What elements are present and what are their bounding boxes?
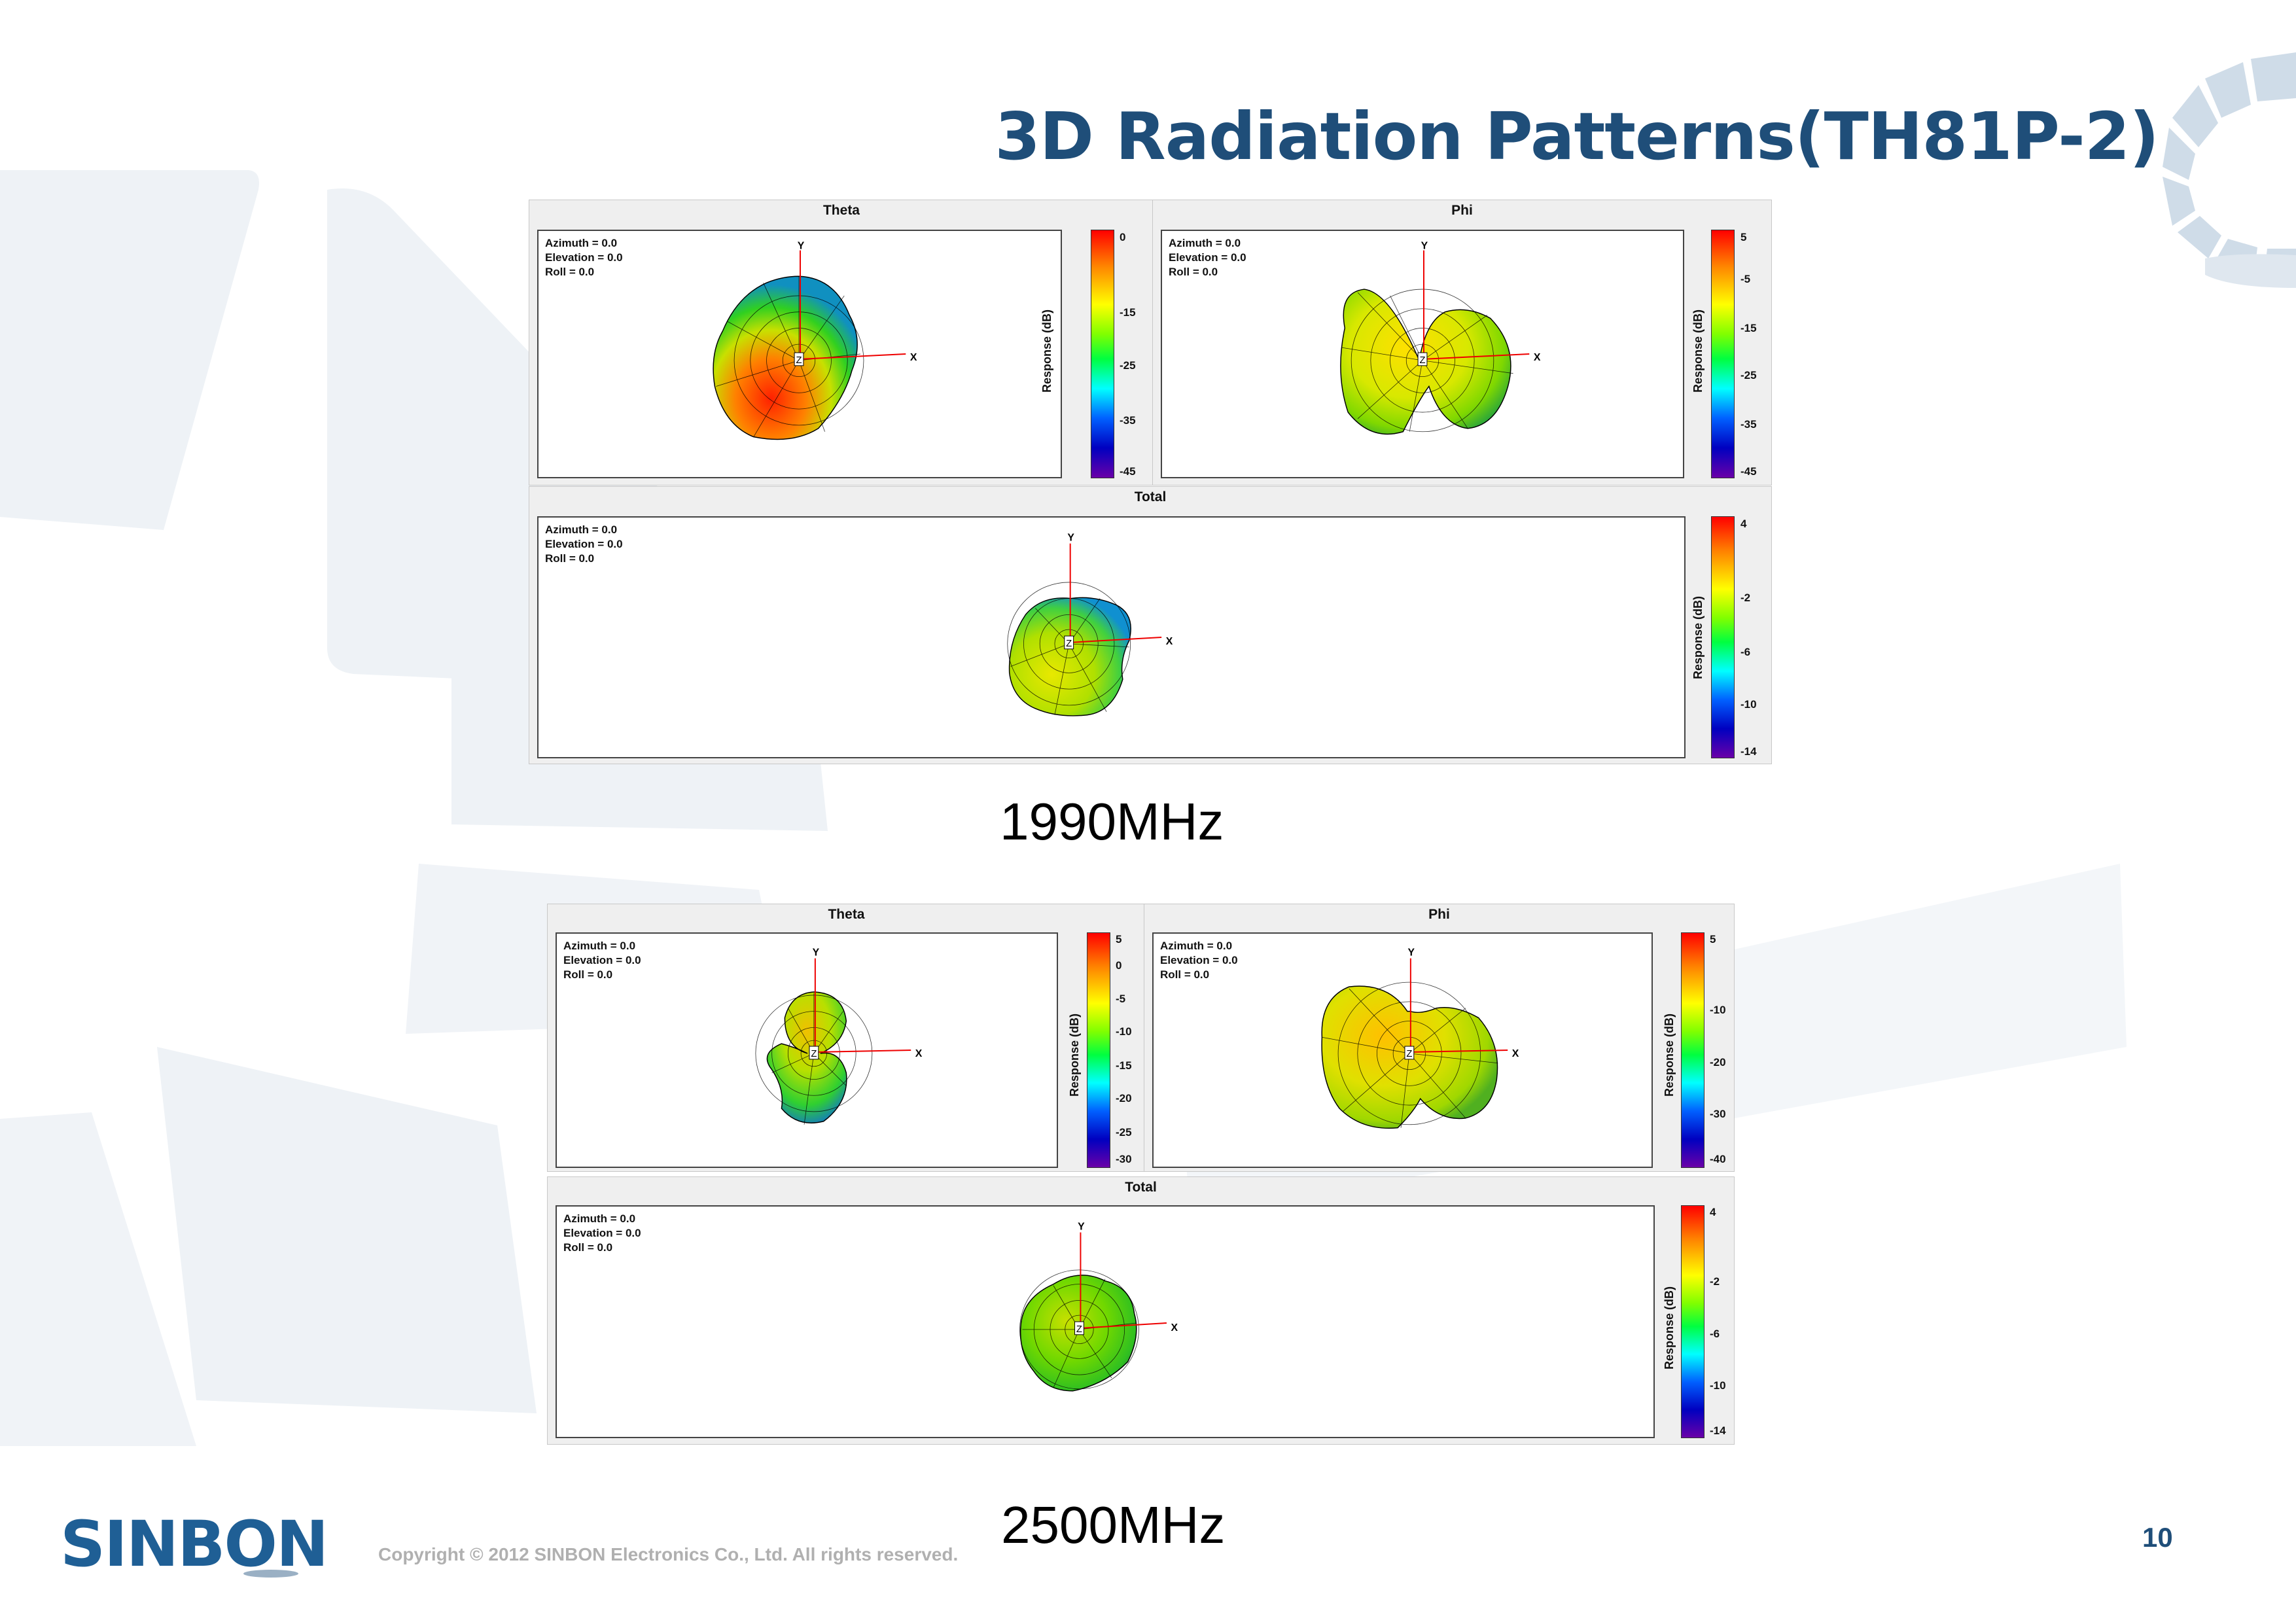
colorbar-axis-label: Response (dB): [1691, 309, 1704, 393]
colorbar: [1711, 516, 1735, 758]
y-axis-label: Y: [798, 241, 805, 252]
y-axis-label: Y: [1078, 1222, 1085, 1233]
sinbon-logo: SINBON: [60, 1508, 328, 1580]
svg-text:SINBON: SINBON: [60, 1508, 327, 1580]
colorbar-axis-label: Response (dB): [1691, 595, 1704, 679]
plot-area: Azimuth = 0.0 Elevation = 0.0 Roll = 0.0 Z…: [1152, 932, 1653, 1168]
x-axis-label: X: [1171, 1322, 1178, 1333]
colorbar: [1711, 230, 1735, 478]
phi-panel-1990: Phi Azimuth = 0.0 Elevation = 0.0 Roll = 0…: [1152, 200, 1772, 485]
view-info: Azimuth = 0.0 Elevation = 0.0 Roll = 0.0: [1169, 237, 1246, 278]
radiation-pattern-3d: Z Y X: [1340, 241, 1541, 435]
plot-area: Azimuth = 0.0 Elevation = 0.0 Roll = 0.0 Z…: [537, 230, 1062, 478]
radiation-pattern-3d: Z Y X: [755, 947, 923, 1125]
colorbar-axis-label: Response (dB): [1662, 1286, 1676, 1369]
radiation-pattern-3d: Z Y X: [1007, 533, 1173, 716]
view-info: Azimuth = 0.0 Elevation = 0.0 Roll = 0.0: [1160, 940, 1238, 981]
frequency-label-1990: 1990MHz: [1000, 792, 1224, 851]
colorbar: [1681, 1205, 1704, 1438]
colorbar: [1681, 932, 1704, 1168]
y-axis-label: Y: [1421, 241, 1428, 252]
phi-panel-2500: Phi Azimuth = 0.0 Elevation = 0.0 Roll = 0…: [1144, 904, 1735, 1172]
z-axis-label: Z: [1419, 355, 1425, 366]
plot-area: Azimuth = 0.0 Elevation = 0.0 Roll = 0.0 Z…: [556, 932, 1058, 1168]
panel-title: Phi: [1451, 203, 1473, 218]
z-axis-label: Z: [1406, 1049, 1412, 1059]
plot-area: Azimuth = 0.0 Elevation = 0.0 Roll = 0.0 Z…: [556, 1205, 1655, 1438]
y-axis-label: Y: [1067, 533, 1074, 544]
panel-title: Theta: [828, 907, 865, 922]
colorbar-axis-label: Response (dB): [1040, 309, 1053, 393]
view-info: Azimuth = 0.0 Elevation = 0.0 Roll = 0.0: [563, 940, 641, 981]
z-axis-label: Z: [796, 355, 802, 366]
colorbar-axis-label: Response (dB): [1067, 1013, 1081, 1097]
total-panel-1990: Total Azimuth = 0.0 Elevation = 0.0 Roll =…: [529, 486, 1772, 764]
slide-title: 3D Radiation Patterns(TH81P-2): [995, 98, 2159, 175]
frequency-label-2500: 2500MHz: [1001, 1496, 1226, 1554]
radiation-pattern-3d: Z Y X: [713, 241, 917, 440]
total-panel-2500: Total Azimuth = 0.0 Elevation = 0.0 Roll =…: [547, 1176, 1735, 1445]
view-info: Azimuth = 0.0 Elevation = 0.0 Roll = 0.0: [545, 237, 623, 278]
y-axis-label: Y: [813, 947, 820, 959]
colorbar: [1091, 230, 1114, 478]
x-axis-label: X: [1534, 352, 1541, 363]
theta-panel-2500: Theta Azimuth = 0.0 Elevation = 0.0 Roll =…: [547, 904, 1146, 1172]
radiation-pattern-3d: Z Y X: [1321, 947, 1519, 1129]
colorbar-axis-label: Response (dB): [1662, 1013, 1676, 1097]
panel-title: Total: [1134, 489, 1167, 504]
view-info: Azimuth = 0.0 Elevation = 0.0 Roll = 0.0: [545, 523, 623, 565]
page-number: 10: [2142, 1522, 2173, 1553]
theta-panel-1990: Theta Azimuth = 0.0 Elevation = 0.0 Roll =…: [529, 200, 1154, 485]
copyright-text: Copyright © 2012 SINBON Electronics Co.,…: [378, 1544, 959, 1564]
x-axis-label: X: [910, 352, 917, 363]
x-axis-label: X: [915, 1048, 923, 1059]
plot-area: Azimuth = 0.0 Elevation = 0.0 Roll = 0.0 Z…: [1161, 230, 1684, 478]
z-axis-label: Z: [1066, 639, 1072, 649]
panel-title: Total: [1125, 1180, 1157, 1195]
z-axis-label: Z: [811, 1049, 817, 1059]
view-info: Azimuth = 0.0 Elevation = 0.0 Roll = 0.0: [563, 1212, 641, 1254]
z-axis-label: Z: [1076, 1324, 1082, 1335]
logo-wheel-graphic: [2163, 52, 2296, 288]
x-axis-label: X: [1166, 636, 1173, 647]
radiation-pattern-3d: Z Y X: [1019, 1222, 1178, 1392]
x-axis-label: X: [1512, 1048, 1519, 1059]
y-axis-label: Y: [1408, 947, 1415, 959]
plot-area: Azimuth = 0.0 Elevation = 0.0 Roll = 0.0 Z…: [537, 516, 1686, 758]
panel-title: Theta: [822, 203, 860, 218]
colorbar: [1087, 932, 1110, 1168]
panel-title: Phi: [1428, 907, 1450, 922]
